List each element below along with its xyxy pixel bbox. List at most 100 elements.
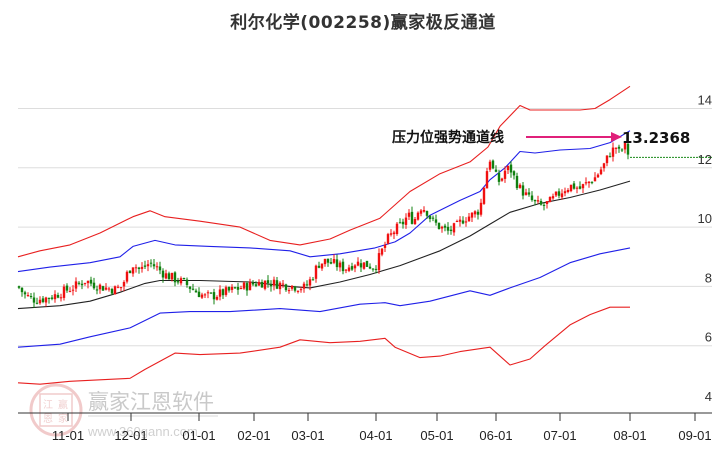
candle-body [41, 298, 45, 302]
candle-body [20, 287, 24, 293]
candle-body [164, 273, 168, 279]
candle-body [179, 278, 183, 284]
candle-body [380, 248, 384, 255]
candle-body [434, 219, 438, 223]
candle-body [605, 155, 609, 164]
candle-body [530, 195, 534, 201]
y-tick-label: 10 [698, 211, 712, 226]
y-tick-label: 8 [705, 270, 712, 285]
candle-body [260, 282, 264, 288]
candle-body [101, 286, 105, 291]
candle-body [83, 282, 87, 284]
candle-body [158, 266, 162, 271]
candle-body [410, 211, 414, 224]
annotation-label: 压力位强势通道线 [392, 129, 504, 146]
candle-body [350, 266, 354, 270]
seal-char-1: 江 [43, 399, 53, 411]
candle-body [26, 295, 30, 296]
candle-body [407, 212, 411, 217]
candle-body [137, 267, 141, 269]
candle-body [56, 295, 60, 298]
candle-body [509, 164, 513, 173]
candle-body [542, 204, 546, 206]
candle-body [17, 286, 21, 288]
candle-body [293, 286, 297, 291]
candle-body [461, 220, 465, 224]
candle-body [335, 259, 339, 268]
candle-body [143, 265, 147, 267]
candle-body [464, 221, 468, 223]
candle-body [80, 283, 84, 286]
candle-body [593, 177, 597, 182]
x-tick-label: 03-01 [291, 428, 324, 443]
candle-body [374, 268, 378, 270]
candle-body [176, 281, 180, 283]
candle-body [314, 265, 318, 279]
candle-body [626, 143, 630, 155]
candle-body [548, 197, 552, 203]
seal-char-2: 赢 [58, 398, 68, 411]
band-upper-red [17, 85, 631, 258]
candle-body [311, 279, 315, 281]
candle-body [551, 196, 555, 199]
candle-body [512, 171, 516, 176]
candle-body [281, 283, 285, 285]
candle-body [266, 280, 270, 284]
candle-body [479, 202, 483, 215]
candle-body [341, 261, 345, 272]
candle-body [608, 156, 612, 158]
candle-body [377, 253, 381, 271]
x-tick-label: 06-01 [479, 428, 512, 443]
candle-body [191, 288, 195, 290]
candle-body [146, 264, 150, 267]
candle-body [455, 221, 459, 222]
candle-body [353, 265, 357, 269]
candle-body [446, 226, 450, 231]
seal-char-4: 家 [58, 412, 68, 425]
x-tick-label: 01-01 [182, 428, 215, 443]
chart-title: 利尔化学(002258)赢家极反通道 [230, 13, 496, 33]
candle-body [110, 289, 114, 294]
candle-body [329, 262, 333, 264]
x-tick-label: 07-01 [543, 428, 576, 443]
candle-body [140, 266, 144, 269]
candle-body [215, 297, 219, 300]
candle-body [347, 267, 351, 271]
candle-body [50, 297, 54, 299]
candle-body [185, 279, 189, 285]
watermark-brand: 赢家江恩软件 [88, 390, 214, 414]
candle-body [296, 290, 300, 292]
y-tick-label: 6 [705, 330, 712, 345]
candle-body [428, 215, 432, 219]
candle-body [539, 201, 543, 205]
candle-body [458, 219, 462, 222]
candle-body [161, 270, 165, 278]
arrow-right-icon [611, 132, 622, 142]
candle-body [449, 229, 453, 231]
candle-body [125, 271, 129, 282]
candle-body [338, 262, 342, 268]
candle-body [89, 279, 93, 284]
candle-body [476, 211, 480, 215]
candle-body [119, 287, 123, 289]
candle-body [257, 281, 261, 286]
annotation-value: 13.2368 [622, 129, 690, 147]
candle-body [299, 289, 303, 291]
candle-body [389, 233, 393, 235]
candle-body [356, 261, 360, 266]
candle-body [230, 286, 234, 290]
candle-body [65, 285, 69, 291]
x-tick-label: 02-01 [237, 428, 270, 443]
candle-body [494, 169, 498, 172]
channel-bands [17, 85, 712, 385]
candle-body [362, 262, 366, 269]
candle-body [269, 284, 273, 287]
candle-body [467, 216, 471, 222]
candle-body [596, 174, 600, 178]
candle-body [554, 191, 558, 196]
candle-body [62, 286, 66, 298]
candle-body [218, 289, 222, 297]
candle-body [497, 172, 501, 182]
candle-body [149, 262, 153, 264]
candle-body [251, 282, 255, 285]
